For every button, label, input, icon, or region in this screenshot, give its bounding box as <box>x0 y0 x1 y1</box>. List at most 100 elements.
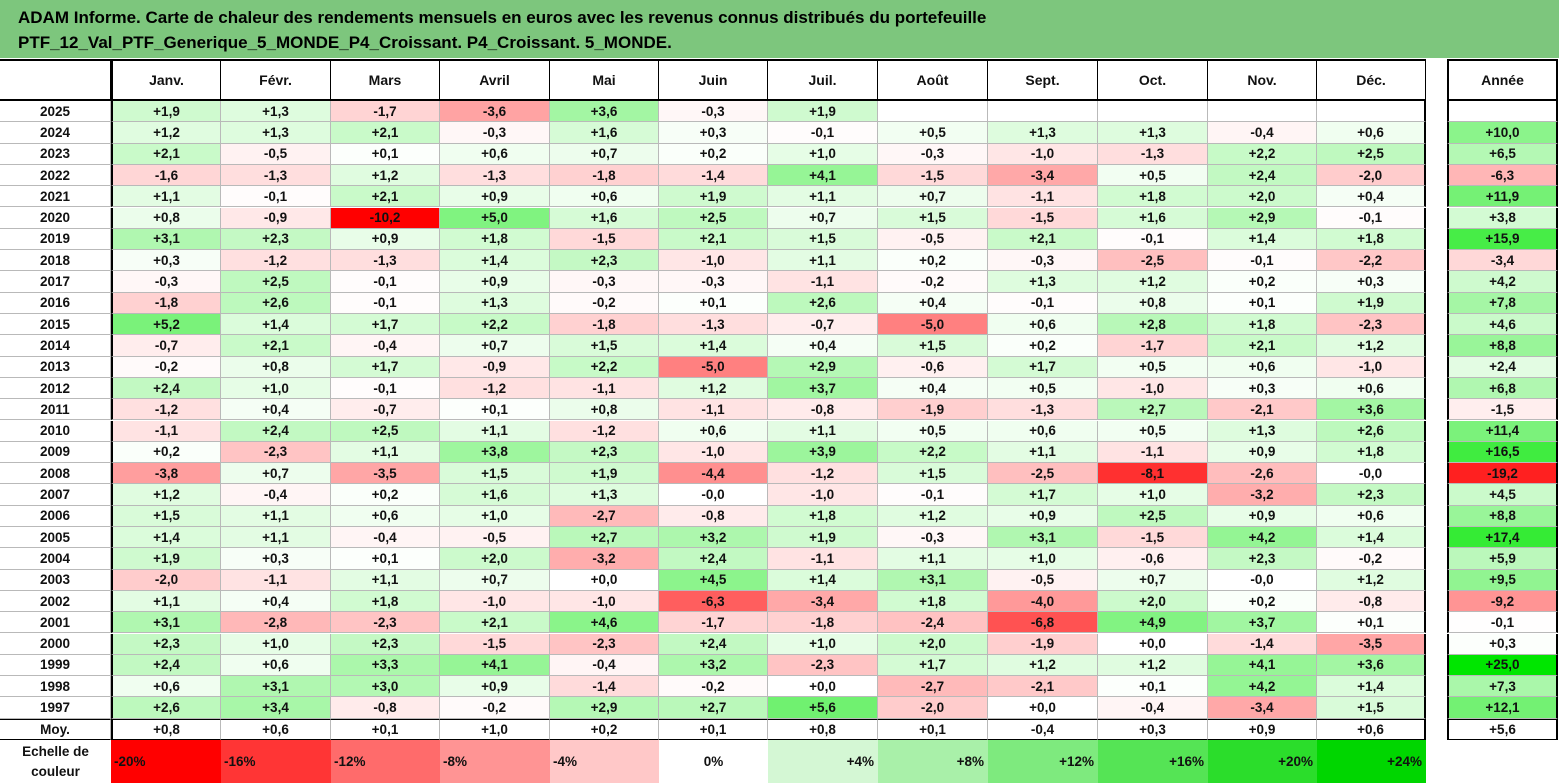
heat-cell: +0,7 <box>1098 569 1208 591</box>
row-year: 2001 <box>0 612 111 634</box>
heat-cell: +1,2 <box>988 654 1098 677</box>
heat-cell: +2,0 <box>878 633 988 655</box>
average-cell: +0,6 <box>1317 718 1426 740</box>
heat-cell: +0,3 <box>111 250 221 272</box>
column-header-9: Sept. <box>988 59 1098 101</box>
heat-cell: -0,3 <box>659 101 768 123</box>
heat-cell: +0,1 <box>1208 292 1317 314</box>
heat-cell: +1,2 <box>878 505 988 527</box>
heat-cell: +1,4 <box>659 335 768 357</box>
heat-cell: -1,3 <box>659 314 768 336</box>
heat-cell: -2,8 <box>221 612 331 634</box>
heat-cell: +1,4 <box>768 569 878 591</box>
annual-cell: +6,8 <box>1447 377 1558 400</box>
annual-cell: +4,5 <box>1447 484 1558 506</box>
heat-cell: +1,3 <box>988 271 1098 293</box>
heat-cell: +1,0 <box>768 143 878 165</box>
annual-cell: +7,3 <box>1447 676 1558 698</box>
heat-cell: +0,7 <box>221 463 331 485</box>
heat-cell: +4,5 <box>659 569 768 591</box>
annual-cell: -6,3 <box>1447 164 1558 187</box>
heat-cell: -1,2 <box>550 420 659 442</box>
row-year: 2006 <box>0 505 111 527</box>
average-cell: -0,4 <box>988 718 1098 740</box>
heat-cell: -1,1 <box>659 399 768 421</box>
annual-cell: -3,4 <box>1447 250 1558 272</box>
scale-step: +12% <box>988 740 1098 783</box>
heat-cell: -0,2 <box>550 292 659 314</box>
heat-cell: +0,6 <box>1317 122 1426 144</box>
heat-cell: +3,0 <box>331 676 440 698</box>
heat-cell: +4,1 <box>1208 654 1317 677</box>
heat-cell: +2,7 <box>659 697 768 719</box>
average-cell: +0,9 <box>1208 718 1317 740</box>
heat-cell: +1,1 <box>768 420 878 442</box>
heat-cell: +1,5 <box>878 335 988 357</box>
heat-cell: +2,9 <box>1208 207 1317 229</box>
heat-cell: -0,4 <box>331 527 440 549</box>
heat-cell: -1,3 <box>988 399 1098 421</box>
heat-cell: +1,4 <box>111 527 221 549</box>
heat-cell: -2,3 <box>331 612 440 634</box>
heat-cell: +1,5 <box>878 207 988 229</box>
heat-cell: +2,1 <box>1208 335 1317 357</box>
heat-cell: -1,1 <box>111 420 221 442</box>
heat-cell: +1,1 <box>221 527 331 549</box>
heat-cell: -3,6 <box>440 101 550 123</box>
row-year: 2021 <box>0 186 111 208</box>
average-cell: +0,1 <box>659 718 768 740</box>
heat-cell: -1,0 <box>1317 356 1426 378</box>
heat-cell: +1,3 <box>1208 420 1317 442</box>
heat-cell: +4,6 <box>550 612 659 634</box>
heat-cell <box>878 101 988 123</box>
heat-cell: +1,5 <box>550 335 659 357</box>
heat-cell: +3,3 <box>331 654 440 677</box>
heat-cell: -0,8 <box>768 399 878 421</box>
heat-cell: +2,8 <box>1098 314 1208 336</box>
heat-cell: -1,3 <box>331 250 440 272</box>
heat-cell: -0,6 <box>878 356 988 378</box>
heat-cell: -2,3 <box>768 654 878 677</box>
column-header-10: Oct. <box>1098 59 1208 101</box>
heat-cell: +0,3 <box>221 548 331 570</box>
heat-cell: -1,0 <box>768 484 878 506</box>
heat-cell: -1,5 <box>988 207 1098 229</box>
heat-cell: -0,2 <box>878 271 988 293</box>
heat-cell: +2,2 <box>440 314 550 336</box>
heat-cell: +0,6 <box>331 505 440 527</box>
heat-cell: +3,1 <box>111 612 221 634</box>
row-year: 2013 <box>0 356 111 378</box>
heat-cell: +5,6 <box>768 697 878 719</box>
title-line-1: ADAM Informe. Carte de chaleur des rende… <box>18 8 987 27</box>
heat-cell: +2,1 <box>659 228 768 251</box>
row-year: 2007 <box>0 484 111 506</box>
row-year: 2025 <box>0 101 111 123</box>
heat-cell: +3,6 <box>550 101 659 123</box>
heat-cell: +1,7 <box>988 356 1098 378</box>
row-year: 2005 <box>0 527 111 549</box>
heat-cell: +1,7 <box>988 484 1098 506</box>
average-cell: +0,1 <box>878 718 988 740</box>
heat-cell <box>1317 101 1426 123</box>
heat-cell: -1,5 <box>550 228 659 251</box>
heat-cell: +0,3 <box>1208 377 1317 400</box>
heat-cell: +0,7 <box>878 186 988 208</box>
heat-cell: +0,6 <box>659 420 768 442</box>
heat-cell: -1,7 <box>331 101 440 123</box>
heat-cell: +0,1 <box>1098 676 1208 698</box>
heat-cell: +3,1 <box>878 569 988 591</box>
annual-cell: +16,5 <box>1447 441 1558 464</box>
row-year: 2009 <box>0 441 111 464</box>
heat-cell: +3,8 <box>440 441 550 464</box>
average-annual: +5,6 <box>1447 718 1558 740</box>
heat-cell: -1,0 <box>988 143 1098 165</box>
column-header-12: Déc. <box>1317 59 1426 101</box>
annual-cell: +6,5 <box>1447 143 1558 165</box>
average-cell: +0,1 <box>331 718 440 740</box>
heat-cell: +2,3 <box>331 633 440 655</box>
average-cell: +0,6 <box>221 718 331 740</box>
heat-cell: -0,3 <box>878 527 988 549</box>
heat-cell: +2,4 <box>1208 164 1317 187</box>
heat-cell: -1,2 <box>221 250 331 272</box>
heat-cell: +1,2 <box>331 164 440 187</box>
